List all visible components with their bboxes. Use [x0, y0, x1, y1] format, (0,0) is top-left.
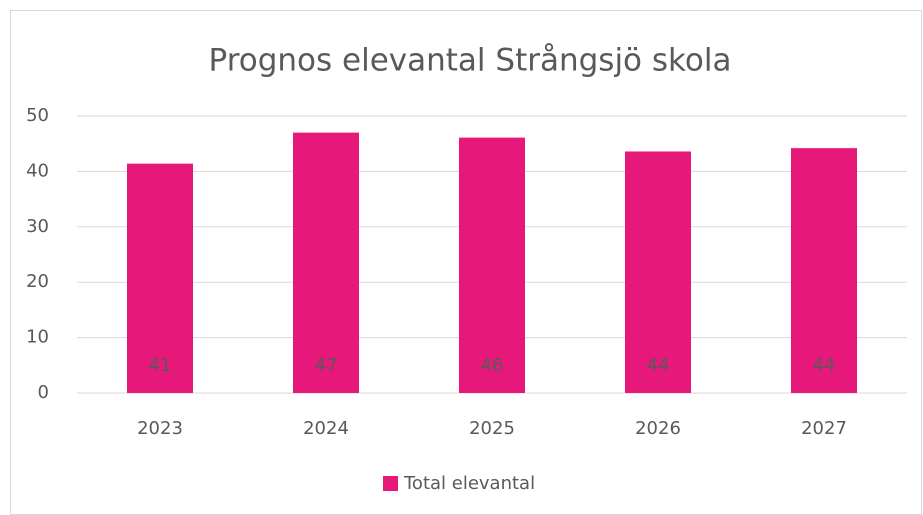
data-label: 47 [315, 355, 338, 376]
data-label: 44 [647, 355, 670, 376]
bar [625, 151, 691, 393]
data-label: 46 [481, 355, 504, 376]
x-tick-label: 2023 [137, 418, 183, 439]
y-tick-label: 50 [26, 105, 49, 126]
x-tick-label: 2027 [801, 418, 847, 439]
legend-label: Total elevantal [403, 473, 535, 494]
data-label: 41 [149, 355, 172, 376]
chart-title: Prognos elevantal Strångsjö skola [209, 43, 732, 79]
y-tick-label: 20 [26, 271, 49, 292]
legend-swatch [383, 476, 398, 491]
bar [127, 163, 193, 393]
bar [791, 148, 857, 393]
x-tick-label: 2024 [303, 418, 349, 439]
y-tick-label: 10 [26, 327, 49, 348]
y-tick-label: 0 [38, 382, 49, 403]
x-tick-label: 2026 [635, 418, 681, 439]
bar [459, 137, 525, 393]
y-tick-label: 40 [26, 160, 49, 181]
bar [293, 132, 359, 393]
data-label: 44 [813, 355, 836, 376]
y-tick-label: 30 [26, 216, 49, 237]
x-tick-label: 2025 [469, 418, 515, 439]
